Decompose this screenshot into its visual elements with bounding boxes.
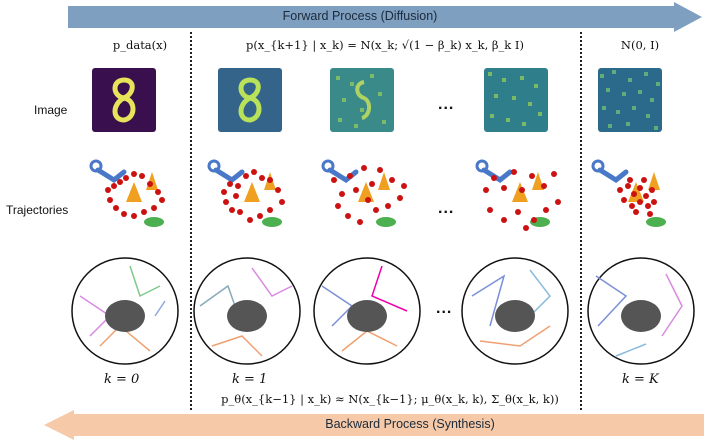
- row-label-image: Image: [34, 103, 68, 117]
- teapot-scene-kK: [587, 257, 695, 365]
- ellipsis-trajectory-row: ...: [438, 200, 455, 217]
- data-distribution-label: p_data(x): [112, 38, 168, 52]
- step-label-k0: k = 0: [104, 372, 140, 387]
- trajectory-step2: [321, 159, 407, 227]
- image-noisy-step2: [330, 68, 394, 132]
- backward-process-arrow: [44, 410, 704, 440]
- backward-process-label: Backward Process (Synthesis): [325, 417, 495, 431]
- teapot-scene-k1: [193, 257, 301, 365]
- row-label-trajectories: Trajectories: [6, 203, 69, 217]
- trajectory-stepK-1: [475, 159, 561, 231]
- ellipsis-image-row: ...: [438, 96, 455, 113]
- robot-arm-icon: [89, 159, 127, 184]
- divider-left: [190, 32, 192, 410]
- reverse-kernel-equation: p_θ(x_{k−1} | x_k) ≈ N(x_{k−1}; μ_θ(x_k,…: [221, 392, 559, 406]
- teapot-scene-k2: [313, 257, 421, 365]
- forward-kernel-equation: p(x_{k+1} | x_k) = N(x_k; √(1 − β_k) x_k…: [246, 38, 524, 52]
- image-pure-noise: [598, 68, 662, 132]
- step-label-kK: k = K: [622, 372, 659, 387]
- teapot-scene-kK-1: [461, 257, 569, 365]
- trajectory-step1: [207, 159, 285, 227]
- image-clean-digit: [92, 68, 156, 132]
- image-noisy-stepK-1: [484, 68, 548, 132]
- coin-stack-icon: [144, 217, 164, 227]
- divider-right: [580, 32, 582, 410]
- trajectory-noise: [591, 159, 666, 227]
- forward-process-label: Forward Process (Diffusion): [282, 9, 438, 23]
- trajectory-clean: [89, 159, 165, 227]
- image-noisy-step1: [218, 68, 282, 132]
- ellipsis-teapot-row: ...: [436, 300, 453, 317]
- step-label-k1: k = 1: [232, 372, 268, 387]
- teapot-icon: [105, 300, 145, 332]
- teapot-scene-k0: [71, 257, 179, 365]
- forward-process-arrow: [68, 2, 702, 32]
- prior-distribution-label: N(0, I): [620, 38, 660, 52]
